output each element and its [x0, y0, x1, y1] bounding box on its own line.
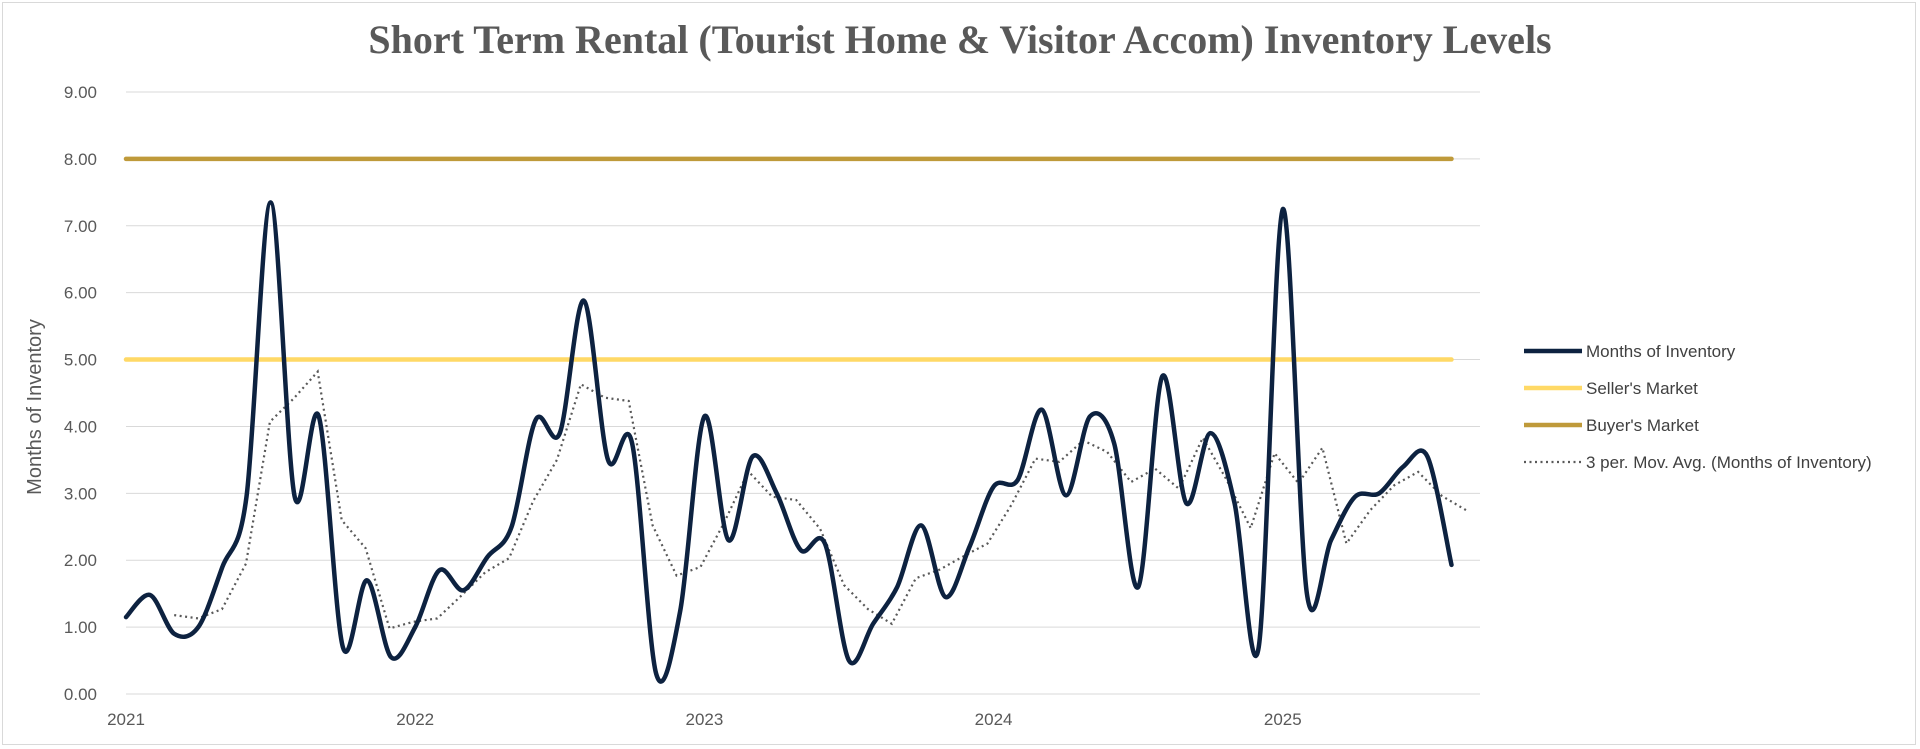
x-tick-label: 2025	[1264, 710, 1302, 729]
y-tick-label: 9.00	[64, 83, 97, 102]
y-tick-label: 2.00	[64, 551, 97, 570]
x-tick-label: 2023	[685, 710, 723, 729]
y-tick-label: 3.00	[64, 484, 97, 503]
legend-label-3-per-mov-avg-months-of-inventory: 3 per. Mov. Avg. (Months of Inventory)	[1586, 453, 1872, 472]
x-tick-label: 2021	[107, 710, 145, 729]
series-line-months-of-inventory	[123, 200, 1454, 684]
y-tick-label: 7.00	[64, 217, 97, 236]
y-tick-label: 8.00	[64, 150, 97, 169]
legend-label-buyer-s-market: Buyer's Market	[1586, 416, 1699, 435]
y-tick-labels: 0.00 1.00 2.00 3.00 4.00 5.00 6.00 7.00 8.00 9.00	[64, 83, 97, 704]
y-axis-label: Months of Inventory	[24, 319, 46, 495]
y-tick-label: 5.00	[64, 351, 97, 370]
legend-label-seller-s-market: Seller's Market	[1586, 379, 1698, 398]
series-lines	[123, 156, 1467, 684]
gridlines	[126, 91, 1480, 695]
x-tick-labels: 2021 2022 2023 2024 2025	[107, 710, 1302, 729]
chart-title: Short Term Rental (Tourist Home & Visito…	[368, 17, 1552, 62]
x-tick-label: 2024	[975, 710, 1013, 729]
y-tick-label: 6.00	[64, 284, 97, 303]
legend-label-months-of-inventory: Months of Inventory	[1586, 342, 1736, 361]
y-tick-label: 4.00	[64, 417, 97, 436]
y-tick-label: 1.00	[64, 618, 97, 637]
x-tick-label: 2022	[396, 710, 434, 729]
y-tick-label: 0.00	[64, 685, 97, 704]
legend: Months of Inventory Seller's Market Buyer'…	[1524, 342, 1872, 472]
